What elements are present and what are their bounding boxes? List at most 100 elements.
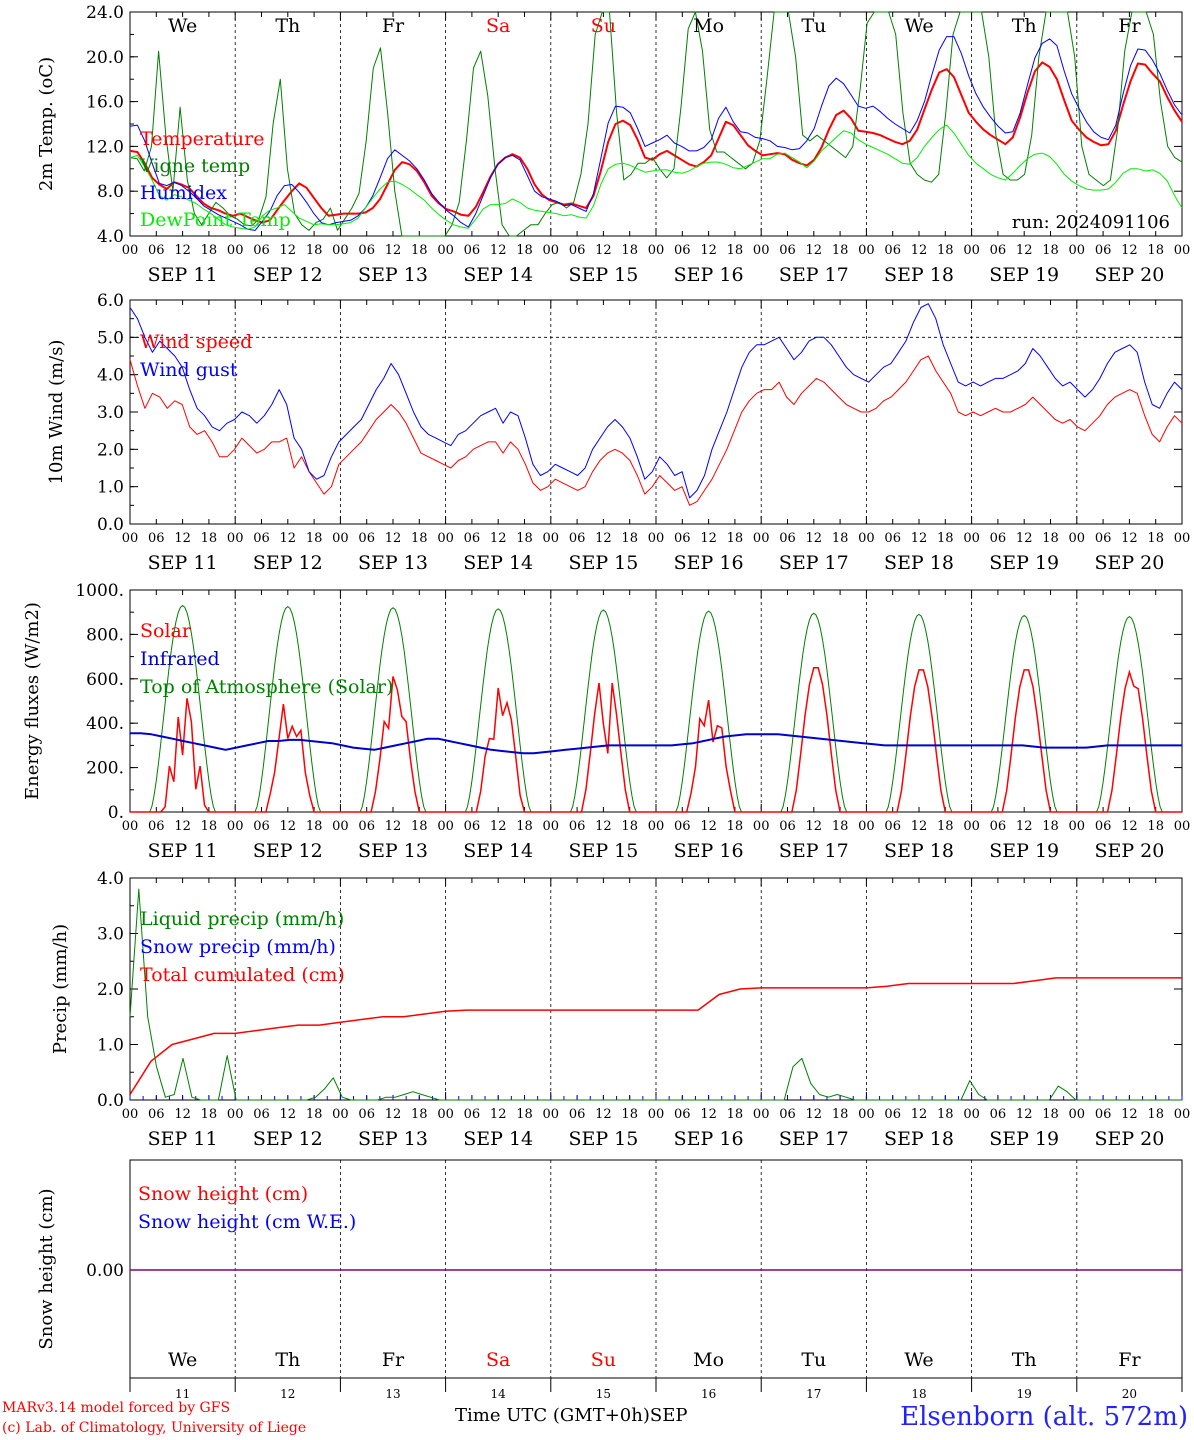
date-label: SEP 13 [358, 264, 428, 286]
hour-tick-label: 06 [990, 819, 1007, 834]
hour-tick-label: 06 [464, 531, 481, 546]
y-axis-label: 10m Wind (m/s) [46, 340, 67, 485]
weekday-label: Th [275, 1349, 300, 1371]
date-label: SEP 13 [358, 840, 428, 862]
hour-tick-label: 12 [700, 1107, 717, 1122]
legend-entry: Top of Atmosphere (Solar) [140, 676, 393, 698]
hour-tick-label: 18 [1147, 819, 1164, 834]
hour-tick-label: 12 [280, 819, 297, 834]
date-label: SEP 18 [884, 264, 954, 286]
hour-tick-label: 00 [437, 531, 454, 546]
hour-tick-label: 06 [253, 819, 270, 834]
hour-tick-label: 18 [727, 1107, 744, 1122]
weekday-label: Fr [382, 15, 405, 37]
hour-tick-label: 00 [858, 243, 875, 258]
hour-tick-label: 00 [122, 1107, 139, 1122]
y-axis-label: Snow height (cm) [36, 1188, 57, 1349]
hour-tick-label: 12 [385, 243, 402, 258]
hour-tick-label: 06 [990, 1107, 1007, 1122]
hour-tick-label: 12 [911, 819, 928, 834]
y-tick-label: 0. [108, 803, 124, 823]
hour-tick-label: 00 [437, 243, 454, 258]
y-tick-label: 2.0 [97, 980, 124, 1000]
hour-tick-label: 18 [832, 243, 849, 258]
hour-tick-label: 00 [1174, 531, 1191, 546]
weekday-label: Tu [801, 1349, 826, 1371]
date-label: SEP 17 [779, 840, 849, 862]
lab-credit: (c) Lab. of Climatology, University of L… [2, 1420, 307, 1436]
hour-tick-label: 12 [595, 243, 612, 258]
hour-tick-label: 00 [753, 1107, 770, 1122]
y-tick-label: 20.0 [86, 48, 124, 68]
hour-tick-label: 18 [1147, 1107, 1164, 1122]
hour-tick-label: 12 [700, 531, 717, 546]
series-line-temperature [129, 61, 1183, 224]
hour-tick-label: 00 [1069, 819, 1086, 834]
solar-day-curve [445, 687, 551, 813]
hour-tick-label: 18 [306, 243, 323, 258]
toa-solar-day-curve [761, 612, 867, 813]
hour-tick-label: 00 [648, 1107, 665, 1122]
hour-tick-label: 12 [595, 1107, 612, 1122]
y-tick-label: 1.0 [97, 478, 124, 498]
day-number: 12 [280, 1387, 295, 1401]
date-label: SEP 15 [568, 264, 638, 286]
hour-tick-label: 12 [1016, 1107, 1033, 1122]
hour-tick-label: 00 [1174, 819, 1191, 834]
date-label: SEP 16 [674, 264, 744, 286]
day-number: 16 [701, 1387, 716, 1401]
hour-tick-label: 00 [858, 531, 875, 546]
date-label: SEP 19 [989, 840, 1059, 862]
toa-solar-day-curve [550, 609, 656, 813]
hour-tick-label: 00 [648, 819, 665, 834]
hour-tick-label: 18 [937, 819, 954, 834]
date-label: SEP 14 [463, 1128, 533, 1150]
series-line-wind-speed [129, 355, 1183, 506]
hour-tick-label: 18 [937, 531, 954, 546]
y-tick-label: 4.0 [97, 869, 124, 889]
hour-tick-label: 00 [753, 243, 770, 258]
weekday-label: Th [1012, 15, 1037, 37]
y-tick-label: 8.0 [97, 182, 124, 202]
hour-tick-label: 18 [1147, 531, 1164, 546]
hour-tick-label: 12 [385, 1107, 402, 1122]
hour-tick-label: 00 [543, 243, 560, 258]
hour-tick-label: 12 [174, 1107, 191, 1122]
hour-tick-label: 00 [437, 819, 454, 834]
hour-tick-label: 06 [569, 243, 586, 258]
hour-tick-label: 18 [201, 531, 218, 546]
hour-tick-label: 00 [753, 819, 770, 834]
hour-tick-label: 12 [911, 1107, 928, 1122]
toa-solar-day-curve [445, 608, 551, 813]
hour-tick-label: 00 [648, 243, 665, 258]
y-tick-label: 1.0 [97, 1036, 124, 1056]
y-tick-label: 24.0 [86, 3, 124, 23]
hour-tick-label: 06 [253, 243, 270, 258]
date-label: SEP 15 [568, 552, 638, 574]
hour-tick-label: 18 [516, 819, 533, 834]
hour-tick-label: 12 [806, 243, 823, 258]
hour-tick-label: 00 [963, 243, 980, 258]
legend-entry: Infrared [140, 648, 220, 670]
hour-tick-label: 00 [1069, 531, 1086, 546]
hour-tick-label: 12 [595, 531, 612, 546]
hour-tick-label: 12 [911, 531, 928, 546]
hour-tick-label: 18 [411, 531, 428, 546]
legend-entry: Humidex [140, 182, 227, 204]
hour-tick-label: 12 [806, 819, 823, 834]
weekday-label: Su [591, 1349, 616, 1371]
hour-tick-label: 06 [148, 531, 165, 546]
hour-tick-label: 00 [1174, 1107, 1191, 1122]
hour-tick-label: 18 [411, 1107, 428, 1122]
y-tick-label: 0.0 [97, 515, 124, 535]
hour-tick-label: 12 [1016, 819, 1033, 834]
hour-tick-label: 06 [358, 243, 375, 258]
y-tick-label: 0.0 [97, 1091, 124, 1111]
hour-tick-label: 18 [1042, 1107, 1059, 1122]
hour-tick-label: 00 [543, 819, 560, 834]
hour-tick-label: 18 [621, 1107, 638, 1122]
y-tick-label: 200. [86, 759, 124, 779]
hour-tick-label: 18 [516, 243, 533, 258]
date-label: SEP 12 [253, 264, 323, 286]
date-label: SEP 17 [779, 552, 849, 574]
